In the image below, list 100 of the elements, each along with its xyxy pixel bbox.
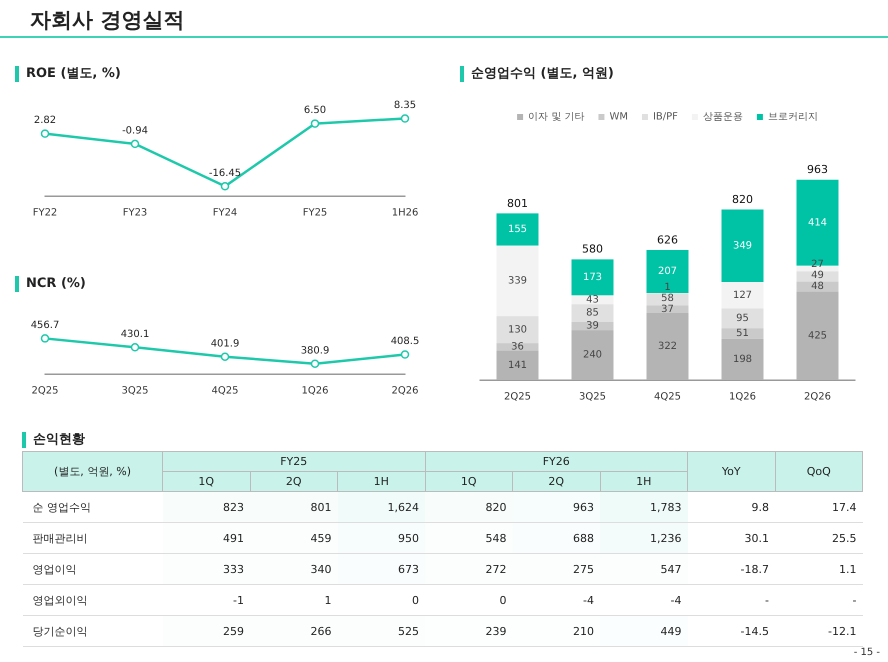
data-label: 259: [162, 616, 250, 646]
data-label: 198: [732, 354, 752, 365]
data-label: -4: [600, 584, 688, 616]
y-tick-label: 영업외이익: [22, 584, 162, 616]
data-label: 491: [162, 522, 250, 554]
data-label: 51: [736, 328, 749, 340]
data-label: 25.5: [775, 522, 862, 554]
data-label: 95: [736, 312, 749, 324]
x-tick-label: 1H: [338, 472, 425, 492]
data-label: 141: [508, 360, 528, 371]
data-label: 820: [425, 492, 512, 522]
point: [220, 182, 230, 191]
total-label: 820: [732, 192, 753, 206]
data-label: 349: [732, 240, 752, 252]
data-label: 36: [511, 342, 524, 353]
data-label: 963: [512, 492, 600, 522]
bar: [722, 282, 764, 308]
bar: [646, 293, 688, 306]
data-label: 1,236: [600, 522, 688, 554]
chart-title: 순영업수익 (별도, 억원): [460, 66, 875, 82]
bar: [722, 209, 764, 282]
x-tick-label: FY25: [302, 208, 328, 219]
x-tick-label: 1Q: [425, 472, 512, 492]
data-label: 240: [582, 350, 602, 361]
bar: [572, 304, 614, 322]
point: [130, 343, 140, 352]
y-tick-label: 영업이익: [22, 554, 162, 584]
data-label: 456.7: [30, 320, 60, 332]
data-label: 1.1: [775, 554, 862, 584]
x-tick-label: 2Q26: [392, 386, 418, 397]
x-tick-label: 3Q25: [122, 386, 148, 397]
point: [130, 140, 140, 148]
data-label: 8.35: [394, 100, 416, 112]
point: [400, 114, 410, 123]
data-label: 430.1: [120, 328, 150, 340]
data-label: 43: [586, 294, 599, 306]
bar: [496, 213, 538, 246]
data-label: 39: [586, 320, 599, 332]
data-label: 58: [661, 292, 674, 304]
legend-label: 이자 및 기타: [528, 112, 584, 123]
data-label: 548: [425, 522, 512, 554]
data-label: 547: [600, 554, 688, 584]
data-label: 48: [811, 281, 824, 292]
point: [310, 359, 320, 368]
data-label: 408.5: [390, 336, 420, 348]
x-tick-label: 1Q: [162, 472, 250, 492]
bar: [496, 316, 538, 344]
data-label: 0: [425, 584, 512, 616]
x-tick-label: 2Q: [250, 472, 338, 492]
bar: [572, 330, 614, 380]
data-label: 1: [250, 584, 338, 616]
x-tick-label: 1H26: [392, 208, 418, 219]
data-label: 85: [586, 308, 599, 319]
x-tick-label: 4Q25: [654, 392, 681, 403]
data-label: -14.5: [688, 616, 775, 646]
y-axis-title: (별도, 억원, %): [22, 452, 162, 492]
data-label: 30.1: [688, 522, 775, 554]
data-label: 801: [250, 492, 338, 522]
x-tick-label: FY22: [32, 208, 58, 219]
data-label: 2.82: [34, 115, 56, 126]
total-label: 801: [507, 196, 528, 210]
y-tick-label: 판매관리비: [22, 522, 162, 554]
bar: [796, 180, 838, 266]
data-label: 37: [661, 304, 674, 315]
data-label: 266: [250, 616, 338, 646]
data-label: 449: [600, 616, 688, 646]
point: [40, 334, 50, 343]
bar: [572, 295, 614, 304]
point: [220, 352, 230, 361]
x-tick-label: 2Q25: [504, 392, 531, 403]
bar: [646, 250, 688, 294]
data-label: 339: [508, 275, 528, 286]
data-label: 688: [512, 522, 600, 554]
x-tick-label: 2Q: [512, 472, 600, 492]
data-label: 333: [162, 554, 250, 584]
data-label: 1,783: [600, 492, 688, 522]
x-tick-label: 3Q25: [579, 392, 606, 403]
data-label: 1: [664, 282, 671, 293]
total-label: 626: [657, 233, 678, 246]
data-label: -16.45: [208, 168, 242, 179]
data-label: 950: [338, 522, 425, 554]
data-label: 239: [425, 616, 512, 646]
bar: [722, 308, 764, 328]
x-tick-label: 1Q26: [729, 392, 756, 403]
data-label: 673: [338, 554, 425, 584]
x-tick-label: 1Q26: [302, 386, 328, 397]
data-label: 275: [512, 554, 600, 584]
total-label: 963: [807, 163, 828, 176]
legend-label: IB/PF: [652, 112, 678, 123]
data-label: 525: [338, 616, 425, 646]
data-label: 6.50: [304, 105, 326, 116]
bar: [646, 313, 688, 380]
data-label: 401.9: [210, 338, 240, 350]
data-label: 130: [508, 324, 528, 336]
x-tick-label: 4Q25: [212, 386, 238, 397]
chart-title: NCR (%): [15, 276, 435, 292]
data-label: 425: [808, 330, 828, 342]
data-label: 17.4: [775, 492, 862, 522]
text: - 15 -: [854, 647, 880, 658]
chart-title: ROE (별도, %): [15, 66, 435, 82]
